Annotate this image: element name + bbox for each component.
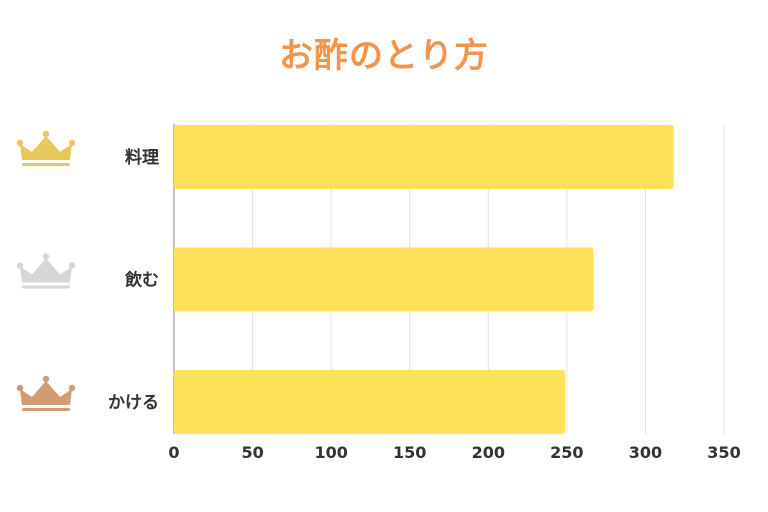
x-tick-label: 0: [168, 443, 179, 462]
crown-gold-icon: [16, 130, 76, 166]
x-tick-label: 350: [707, 443, 740, 462]
bar-3: [174, 370, 566, 434]
x-tick-label: 250: [550, 443, 583, 462]
chart-title: お酢のとり方: [279, 36, 489, 76]
category-label: 料理: [125, 147, 159, 168]
x-tick-label: 300: [629, 443, 662, 462]
x-tick-label: 150: [393, 443, 426, 462]
category-label: かける: [108, 393, 159, 413]
crown-bronze-icon: [16, 375, 76, 411]
category-label: 飲む: [124, 270, 159, 291]
x-tick-label: 200: [472, 443, 505, 462]
bar-1: [174, 125, 674, 189]
x-tick-label: 100: [314, 443, 347, 462]
crown-silver-icon: [16, 253, 76, 289]
bar-2: [174, 247, 594, 312]
x-tick-label: 50: [241, 443, 263, 462]
